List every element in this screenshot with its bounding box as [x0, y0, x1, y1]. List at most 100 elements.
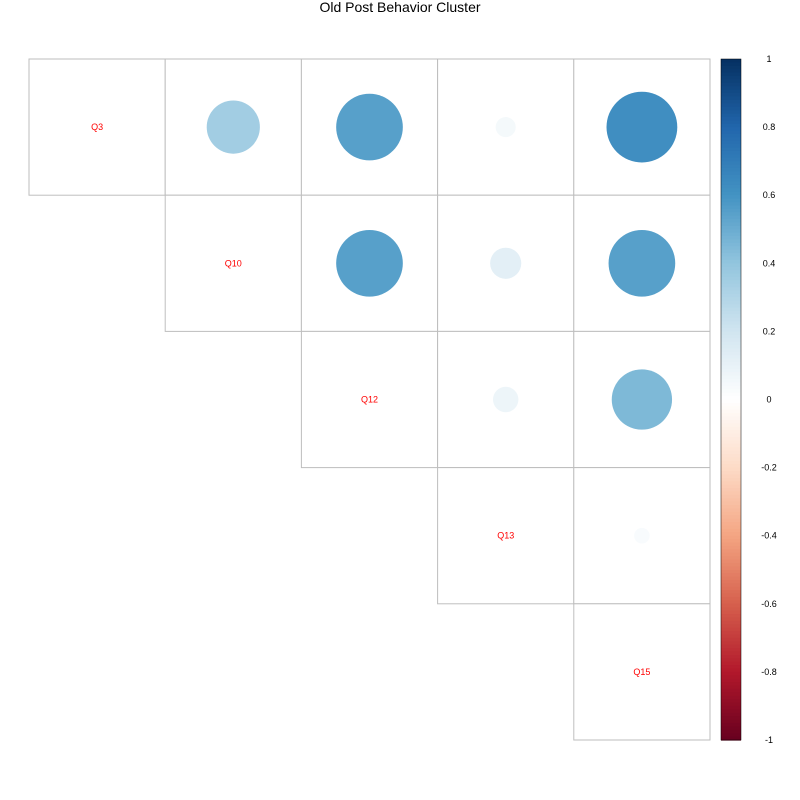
colorbar-tick-label: -1 [765, 735, 773, 745]
chart-title: Old Post Behavior Cluster [319, 0, 480, 15]
colorbar-segment [721, 566, 741, 571]
colorbar-segment [721, 508, 741, 513]
colorbar-segment [721, 505, 741, 510]
correlation-circle [336, 93, 403, 161]
colorbar-segment [721, 600, 741, 605]
colorbar-segment [721, 627, 741, 632]
colorbar-segment [721, 161, 741, 166]
colorbar-segment [721, 259, 741, 264]
colorbar-segment [721, 682, 741, 687]
colorbar-segment [721, 583, 741, 588]
colorbar-segment [721, 433, 741, 438]
colorbar-segment [721, 562, 741, 567]
colorbar-segment [721, 358, 741, 363]
colorbar-segment [721, 447, 741, 452]
colorbar-tick-label: -0.2 [761, 463, 777, 473]
colorbar-tick-label: -0.8 [761, 667, 777, 677]
colorbar-segment [721, 345, 741, 350]
colorbar-segment [721, 671, 741, 676]
colorbar-segment [721, 736, 741, 741]
colorbar-segment [721, 695, 741, 700]
colorbar-segment [721, 515, 741, 520]
colorbar-segment [721, 242, 741, 247]
colorbar-segment [721, 471, 741, 476]
colorbar-segment [721, 419, 741, 424]
colorbar-segment [721, 692, 741, 697]
colorbar-segment [721, 688, 741, 693]
colorbar-segment [721, 362, 741, 367]
colorbar-tick-label: -0.6 [761, 599, 777, 609]
colorbar-segment [721, 239, 741, 244]
colorbar-tick-label: -0.4 [761, 531, 777, 541]
colorbar-segment [721, 181, 741, 186]
colorbar-segment [721, 726, 741, 731]
correlation-circle [608, 229, 676, 297]
colorbar-segment [721, 590, 741, 595]
grid-cell [573, 603, 711, 741]
colorbar-segment [721, 559, 741, 564]
colorbar-segment [721, 603, 741, 608]
colorbar-segment [721, 423, 741, 428]
colorbar-segment [721, 191, 741, 196]
colorbar-segment [721, 317, 741, 322]
colorbar-segment [721, 215, 741, 220]
colorbar-segment [721, 232, 741, 237]
colorbar-segment [721, 188, 741, 193]
colorbar-segment [721, 178, 741, 183]
colorbar-segment [721, 699, 741, 704]
colorbar-segment [721, 372, 741, 377]
colorbar-segment [721, 266, 741, 271]
variable-label: Q12 [361, 395, 378, 405]
colorbar-segment [721, 106, 741, 111]
colorbar-segment [721, 719, 741, 724]
colorbar-segment [721, 488, 741, 493]
variable-label: Q10 [225, 258, 242, 268]
colorbar-segment [721, 518, 741, 523]
colorbar-segment [721, 631, 741, 636]
colorbar-segment [721, 624, 741, 629]
colorbar-segment [721, 212, 741, 217]
colorbar-segment [721, 103, 741, 108]
colorbar-segment [721, 596, 741, 601]
colorbar-segment [721, 150, 741, 155]
colorbar-segment [721, 256, 741, 261]
colorbar-segment [721, 297, 741, 302]
colorbar-segment [721, 307, 741, 312]
colorbar-segment [721, 528, 741, 533]
colorbar-segment [721, 648, 741, 653]
colorbar-segment [721, 314, 741, 319]
colorbar-segment [721, 593, 741, 598]
colorbar-segment [721, 198, 741, 203]
colorbar-segment [721, 137, 741, 142]
colorbar-segment [721, 620, 741, 625]
colorbar-segment [721, 327, 741, 332]
colorbar-segment [721, 276, 741, 281]
grid-cell [164, 194, 302, 332]
colorbar-segment [721, 658, 741, 663]
colorbar-segment [721, 379, 741, 384]
colorbar-segment [721, 709, 741, 714]
colorbar-segment [721, 93, 741, 98]
colorbar-segment [721, 130, 741, 135]
colorbar-segment [721, 99, 741, 104]
colorbar-tick-label: 0.4 [763, 258, 776, 268]
correlation-circle [606, 91, 678, 163]
colorbar-segment [721, 665, 741, 670]
colorbar-segment [721, 270, 741, 275]
colorbar-segment [721, 72, 741, 77]
colorbar-segment [721, 219, 741, 224]
colorbar-segment [721, 76, 741, 81]
colorbar-segment [721, 174, 741, 179]
colorbar-segment [721, 416, 741, 421]
colorbar-tick-label: 0.8 [763, 122, 776, 132]
colorbar-segment [721, 716, 741, 721]
colorbar-segment [721, 341, 741, 346]
colorbar-segment [721, 113, 741, 118]
colorbar-segment [721, 69, 741, 74]
colorbar-segment [721, 556, 741, 561]
colorbar-segment [721, 348, 741, 353]
colorbar-segment [721, 535, 741, 540]
colorbar-segment [721, 147, 741, 152]
colorbar-segment [721, 654, 741, 659]
